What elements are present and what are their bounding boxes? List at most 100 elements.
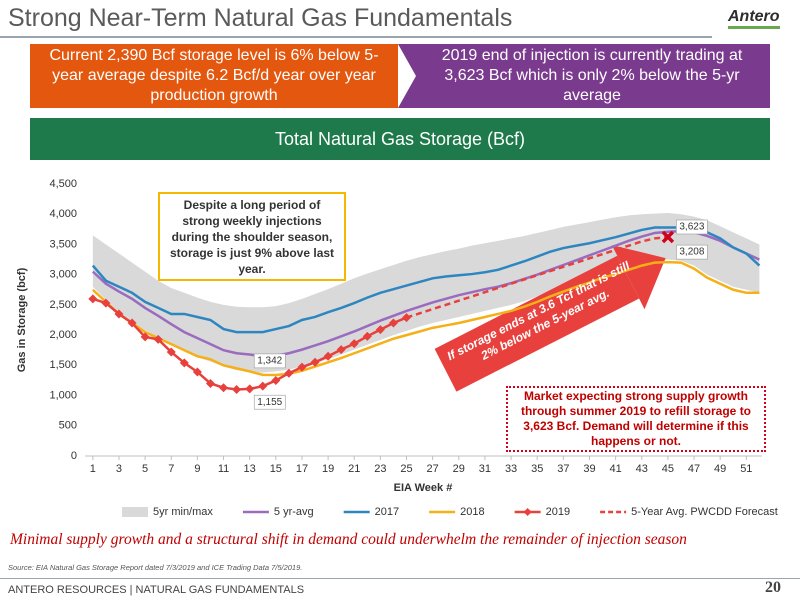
x-tick-label: 23 (374, 463, 386, 475)
logo: Antero (728, 8, 780, 29)
x-tick-label: 45 (662, 463, 674, 475)
data-point (323, 351, 333, 361)
data-point (388, 318, 398, 328)
callout: 2019 end of injection is currently tradi… (398, 44, 770, 108)
data-point (362, 331, 372, 341)
series-line (91, 229, 760, 358)
x-tick-label: 9 (194, 463, 200, 475)
data-label-box (253, 394, 286, 410)
x-tick-label: 29 (453, 463, 465, 475)
data-point (271, 375, 281, 385)
data-label: 1,155 (257, 397, 282, 408)
takeaway: Minimal supply growth and a structural s… (10, 531, 687, 548)
y-tick-label: 1,000 (49, 389, 77, 401)
page-number: 20 (765, 579, 781, 596)
annotation: Market expecting strong supply growth th… (506, 386, 766, 452)
footer-text: ANTERO RESOURCES | NATURAL GAS FUNDAMENT… (8, 584, 305, 596)
x-tick-label: 5 (142, 463, 148, 475)
data-point (114, 309, 124, 319)
x-tick-label: 13 (244, 463, 256, 475)
x-tick-label: 33 (505, 463, 517, 475)
source: Source: EIA Natural Gas Storage Report d… (8, 563, 303, 572)
slide-title: Strong Near-Term Natural Gas Fundamental… (8, 4, 513, 32)
data-point (166, 347, 176, 357)
legend-label: 5 yr-avg (274, 506, 314, 518)
data-point (349, 339, 359, 349)
arrow-body (434, 255, 640, 392)
y-tick-label: 3,500 (49, 238, 77, 250)
data-label-box (676, 244, 708, 260)
y-tick-label: 0 (71, 450, 77, 462)
y-axis-label: Gas in Storage (bcf) (16, 267, 28, 372)
data-point (336, 345, 346, 355)
y-tick-label: 4,000 (49, 208, 77, 220)
x-tick-label: 35 (531, 463, 543, 475)
data-point (88, 294, 98, 304)
data-point (101, 298, 111, 308)
series-line (406, 235, 669, 319)
data-point (205, 378, 215, 388)
annotation: Despite a long period of strong weekly i… (158, 192, 346, 281)
data-point (245, 384, 255, 394)
x-tick-label: 11 (218, 463, 229, 475)
data-point (192, 367, 202, 377)
data-point (179, 358, 189, 368)
data-point (153, 334, 163, 344)
x-tick-label: 31 (479, 463, 491, 475)
x-tick-label: 43 (636, 463, 648, 475)
legend-label: 2017 (375, 506, 399, 518)
x-tick-label: 51 (740, 463, 752, 475)
footer-rule (0, 578, 800, 579)
series-line (91, 226, 761, 334)
legend-label: 5yr min/max (153, 506, 213, 518)
data-point (140, 332, 150, 342)
y-tick-label: 500 (59, 420, 77, 432)
data-label: 3,623 (679, 222, 704, 233)
y-tick-label: 2,000 (49, 329, 77, 341)
data-point (232, 385, 242, 395)
data-point (284, 368, 294, 378)
data-label: 3,208 (679, 247, 704, 258)
data-point (127, 318, 137, 328)
legend-swatch (122, 507, 148, 517)
x-tick-label: 19 (322, 463, 334, 475)
arrow (434, 245, 666, 392)
data-label-box (253, 353, 286, 369)
y-tick-label: 4,500 (49, 178, 77, 190)
x-tick-label: 17 (296, 463, 308, 475)
legend-marker (523, 508, 532, 516)
y-tick-label: 1,500 (49, 359, 77, 371)
data-point (297, 362, 307, 372)
legend-label: 2018 (460, 506, 484, 518)
data-point (258, 381, 268, 391)
arrow-head (611, 245, 666, 310)
data-label: 1,342 (257, 356, 282, 367)
x-tick-label: 49 (714, 463, 726, 475)
data-point (310, 357, 320, 367)
callout: Current 2,390 Bcf storage level is 6% be… (30, 44, 398, 108)
x-tick-label: 7 (168, 463, 174, 475)
series-line (91, 260, 760, 377)
data-point (375, 325, 385, 335)
x-tick-label: 3 (116, 463, 122, 475)
y-tick-label: 2,500 (49, 299, 77, 311)
x-tick-label: 41 (609, 463, 621, 475)
data-label-box (676, 219, 708, 235)
x-tick-label: 37 (557, 463, 569, 475)
chart-title: Total Natural Gas Storage (Bcf) (30, 118, 770, 160)
x-tick-label: 47 (688, 463, 700, 475)
title-rule (0, 36, 712, 38)
x-tick-label: 39 (583, 463, 595, 475)
x-tick-label: 25 (400, 463, 412, 475)
x-tick-label: 21 (348, 463, 360, 475)
x-tick-label: 15 (270, 463, 282, 475)
y-tick-label: 3,000 (49, 269, 77, 281)
legend-label: 5-Year Avg. PWCDD Forecast (631, 506, 778, 518)
legend-label: 2019 (546, 506, 570, 518)
x-axis-label: EIA Week # (394, 482, 453, 494)
x-tick-label: 1 (90, 463, 96, 475)
x-tick-label: 27 (427, 463, 439, 475)
end-marker (661, 230, 675, 244)
